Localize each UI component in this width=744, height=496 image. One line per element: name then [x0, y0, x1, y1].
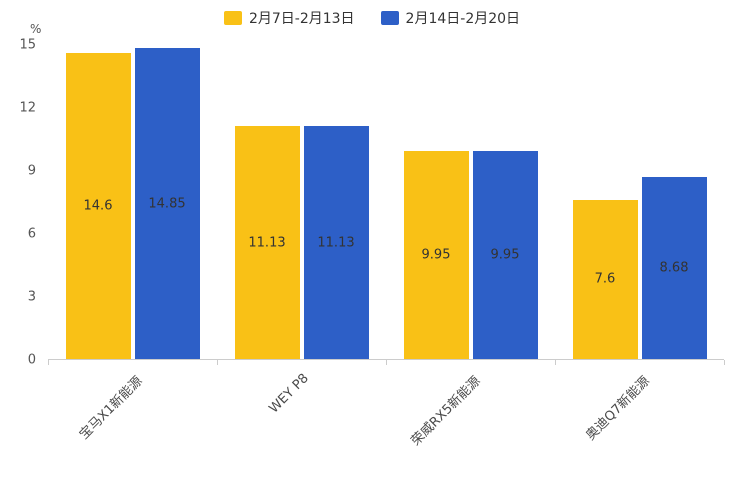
- x-axis: 宝马X1新能源 WEY P8 荣威RX5新能源 奥迪Q7新能源: [48, 361, 724, 481]
- x-category-cell: WEY P8: [217, 361, 386, 481]
- x-category-label: WEY P8: [266, 371, 313, 417]
- bar-group: 9.95 9.95: [386, 45, 555, 359]
- bar-value-label: 11.13: [248, 235, 286, 250]
- x-tick-mark: [386, 360, 387, 365]
- bar-series-0: 9.95: [403, 150, 469, 359]
- bar-series-0: 11.13: [234, 126, 300, 359]
- x-category-label: 奥迪Q7新能源: [583, 373, 653, 444]
- bar-series-1: 9.95: [472, 150, 538, 359]
- bar-series-1: 14.85: [134, 48, 200, 359]
- legend-swatch-icon: [380, 11, 399, 25]
- x-tick-mark: [217, 360, 218, 365]
- y-tick-label: 12: [19, 100, 36, 116]
- bar-value-label: 7.6: [594, 271, 616, 287]
- y-tick-label: 0: [27, 352, 36, 368]
- x-category-cell: 荣威RX5新能源: [386, 361, 555, 481]
- plot-area: 14.6 14.85 11.13 11.13 9.95 9.95 7.6 8.68: [48, 45, 725, 365]
- bar-series-1: 8.68: [641, 177, 707, 359]
- y-axis: 0 3 6 9 12 15: [0, 38, 42, 368]
- x-tick-mark: [555, 360, 556, 365]
- y-tick-label: 9: [27, 163, 36, 179]
- y-tick-label: 15: [19, 37, 36, 53]
- legend-label: 2月7日-2月13日: [248, 11, 355, 27]
- bar-group: 7.6 8.68: [555, 45, 724, 359]
- bar-value-label: 14.85: [148, 196, 186, 212]
- bar-group: 11.13 11.13: [217, 45, 386, 359]
- bar-group: 14.6 14.85: [48, 45, 217, 359]
- bar-value-label: 9.95: [421, 247, 451, 263]
- x-category-label: 宝马X1新能源: [77, 373, 146, 443]
- legend: 2月7日-2月13日 2月14日-2月20日: [0, 8, 744, 28]
- y-axis-unit-label: %: [30, 22, 42, 36]
- bar-value-label: 14.6: [83, 198, 113, 214]
- x-category-cell: 奥迪Q7新能源: [555, 361, 724, 481]
- bar-series-0: 14.6: [65, 53, 131, 359]
- x-category-label: 荣威RX5新能源: [408, 373, 484, 449]
- y-tick-label: 6: [27, 226, 36, 242]
- bar-value-label: 11.13: [317, 235, 355, 250]
- bar-series-1: 11.13: [303, 126, 369, 359]
- legend-label: 2月14日-2月20日: [405, 11, 521, 27]
- y-tick-label: 3: [27, 289, 36, 305]
- x-tick-mark: [48, 360, 49, 365]
- bar-value-label: 9.95: [490, 247, 520, 263]
- legend-swatch-icon: [223, 11, 242, 25]
- x-category-cell: 宝马X1新能源: [48, 361, 217, 481]
- bar-series-0: 7.6: [572, 199, 638, 359]
- legend-item-series-1[interactable]: 2月14日-2月20日: [380, 8, 521, 28]
- x-tick-mark: [724, 360, 725, 365]
- bar-value-label: 8.68: [659, 260, 689, 276]
- legend-item-series-0[interactable]: 2月7日-2月13日: [223, 8, 355, 28]
